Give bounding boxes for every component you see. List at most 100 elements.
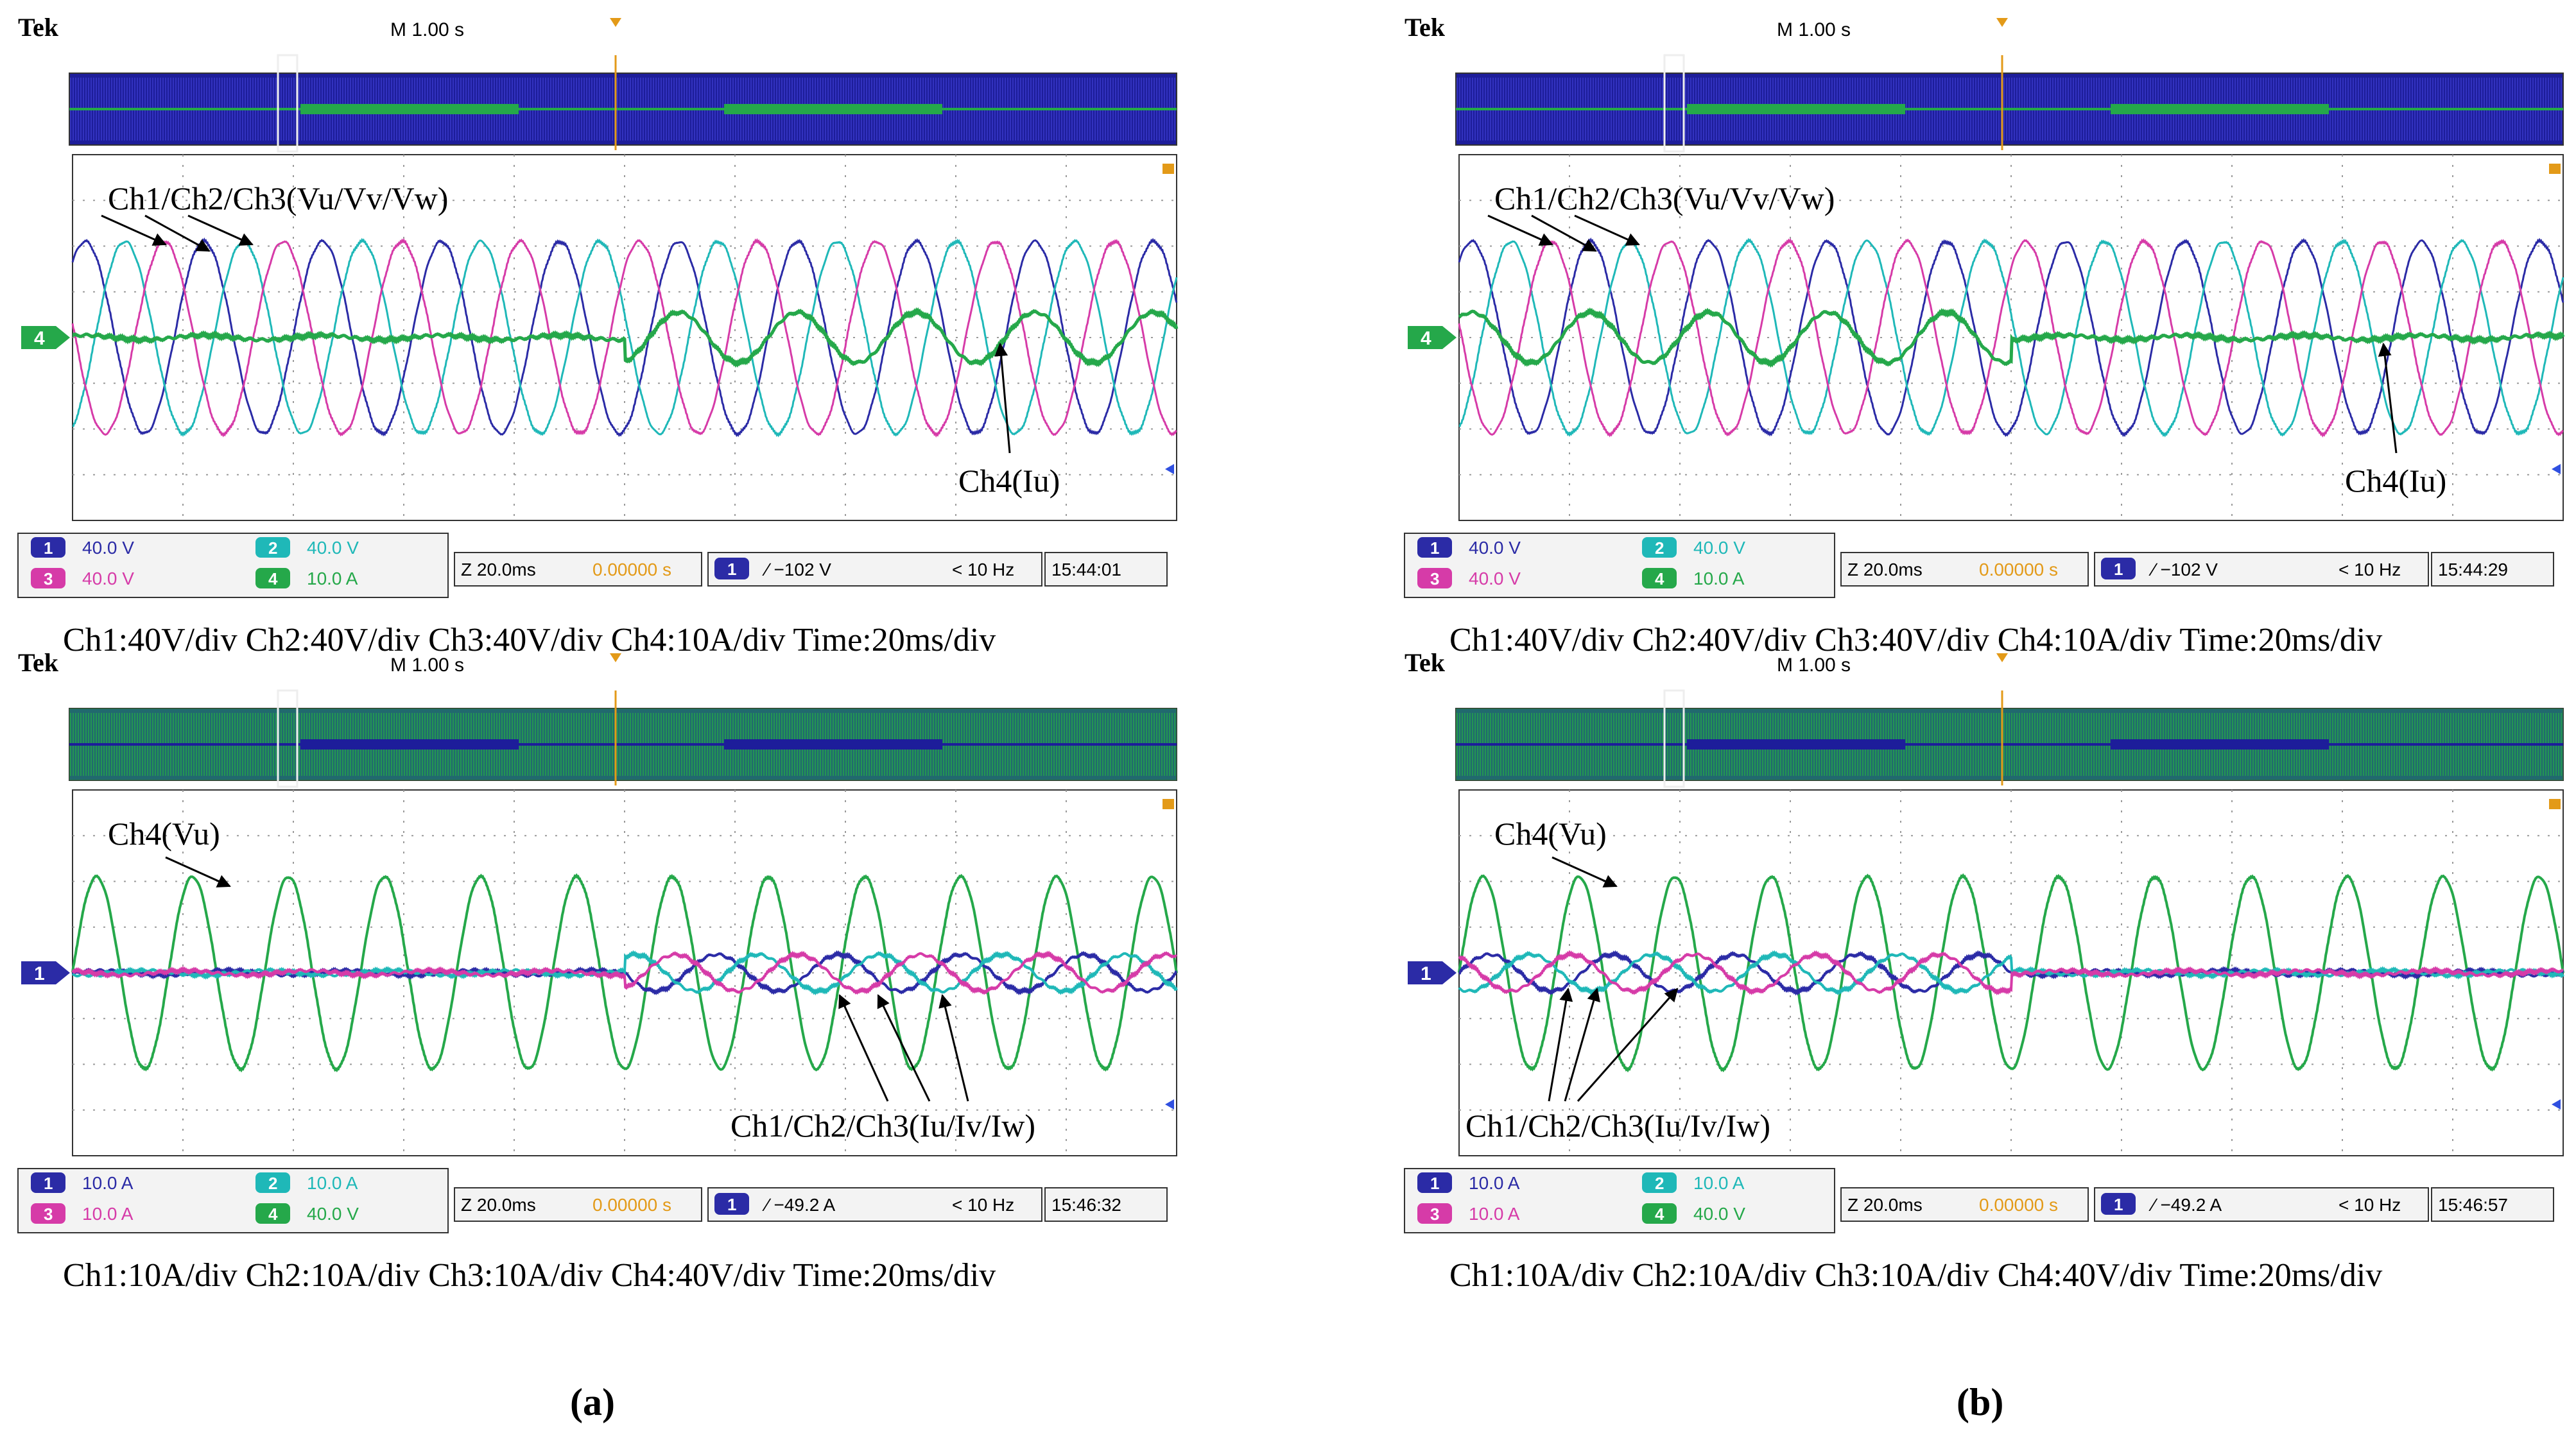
trigger-channel-num: 1 bbox=[727, 1195, 736, 1214]
record-overview bbox=[69, 54, 1177, 153]
zoom-readout: Z 20.0ms bbox=[1847, 1195, 1923, 1215]
trigger-position-icon bbox=[610, 653, 621, 662]
trace-ch4 bbox=[1458, 307, 2565, 368]
overview-zoom-window bbox=[277, 689, 298, 788]
annotation-top-arrow-1 bbox=[1487, 214, 1553, 246]
trace-ch2 bbox=[71, 950, 1178, 996]
annotation-top: Ch1/Ch2/Ch3(Vu/Vv/Vw) bbox=[108, 180, 448, 216]
clock-readout: 15:44:29 bbox=[2438, 560, 2508, 579]
trigger-channel-badge bbox=[2101, 558, 2136, 579]
overview-zoom-window bbox=[1663, 54, 1685, 153]
scope-0-1: Tek M 1.00 s 1 Ch4(Vu) Ch1/Ch2/Ch3(Iu/Iv/Iw)… bbox=[17, 648, 1178, 1294]
channel-badge-3 bbox=[1417, 1203, 1452, 1224]
scope-timebase: M 1.00 s bbox=[1777, 655, 1851, 676]
offset-readout: 0.00000 s bbox=[1979, 1195, 2058, 1215]
ground-marker-label: 1 bbox=[34, 963, 45, 984]
trigger-flag-icon bbox=[1163, 799, 1174, 809]
trigger-level: ∕ −102 V bbox=[2148, 560, 2218, 579]
channel-badge-4 bbox=[255, 1203, 290, 1224]
trigger-position-icon bbox=[1996, 18, 2008, 27]
channel-badge-num-3: 3 bbox=[1430, 1205, 1439, 1224]
trigger-channel-num: 1 bbox=[727, 560, 736, 579]
channel-scale-3: 10.0 A bbox=[1469, 1204, 1520, 1224]
annotation-bottom-arrow-3 bbox=[1577, 988, 1679, 1102]
channel-scale-3: 40.0 V bbox=[82, 569, 134, 588]
record-overview bbox=[1455, 689, 2564, 788]
channel-scale-4: 10.0 A bbox=[1693, 569, 1745, 588]
channel-badge-num-2: 2 bbox=[1655, 538, 1664, 558]
clock-box bbox=[2431, 552, 2554, 587]
ref-arrow-icon bbox=[2552, 464, 2561, 474]
annotation-bottom: Ch1/Ch2/Ch3(Iu/Iv/Iw) bbox=[730, 1108, 1035, 1144]
annotation-top-arrow-2 bbox=[144, 214, 211, 252]
ground-marker-shape bbox=[21, 961, 70, 984]
channel-badge-num-2: 2 bbox=[268, 538, 277, 558]
annotations: Ch1/Ch2/Ch3(Vu/Vv/Vw) Ch4(Iu) bbox=[101, 180, 1060, 499]
channel-scale-3: 10.0 A bbox=[82, 1204, 134, 1224]
readout-bar: 1 40.0 V 2 40.0 V 3 40.0 V 4 10.0 A Z 20.0ms 0.00… bbox=[1404, 533, 2554, 598]
readout-bar: 1 10.0 A 2 10.0 A 3 10.0 A 4 40.0 V Z 20.0ms 0.00… bbox=[1404, 1168, 2554, 1233]
overview-burst-b bbox=[2111, 739, 2329, 750]
overview-burst-b bbox=[2111, 104, 2329, 114]
trace-ch2 bbox=[1458, 950, 2564, 996]
zoom-readout: Z 20.0ms bbox=[461, 560, 536, 579]
panel-label-b: (b) bbox=[1957, 1381, 2003, 1423]
annotation-bottom-arrow bbox=[2378, 342, 2398, 454]
scope-brand: Tek bbox=[18, 648, 59, 677]
annotation-bottom: Ch4(Iu) bbox=[2345, 463, 2446, 499]
ground-marker-shape bbox=[1408, 326, 1457, 349]
channel-badge-num-1: 1 bbox=[1430, 1174, 1439, 1193]
trigger-channel-num: 1 bbox=[2114, 1195, 2123, 1214]
channel-badge-num-1: 1 bbox=[44, 1174, 53, 1193]
zoom-box bbox=[1840, 552, 2089, 587]
channel-scale-box bbox=[1404, 1168, 1835, 1233]
overview-burst-a bbox=[300, 739, 519, 750]
waveforms bbox=[1458, 873, 2564, 1073]
channel-badge-1 bbox=[31, 537, 65, 558]
scope-caption: Ch1:40V/div Ch2:40V/div Ch3:40V/div Ch4:… bbox=[1449, 622, 2382, 658]
annotation-bottom-arrow-2 bbox=[1564, 987, 1600, 1102]
channel-scale-box bbox=[17, 1168, 449, 1233]
trigger-box bbox=[707, 552, 1042, 587]
trigger-frequency: < 10 Hz bbox=[952, 1195, 1014, 1215]
channel-badge-num-2: 2 bbox=[1655, 1174, 1664, 1193]
annotation-top-arrow-1 bbox=[101, 214, 167, 246]
clock-box bbox=[1044, 552, 1168, 587]
trace-ch1 bbox=[1458, 237, 2564, 438]
trace-ch3 bbox=[1458, 237, 2564, 438]
channel-scale-4: 10.0 A bbox=[307, 569, 358, 588]
channel-scale-box bbox=[1404, 533, 1835, 598]
channel-scale-4: 40.0 V bbox=[307, 1204, 359, 1224]
annotation-bottom-arrow-1 bbox=[1548, 987, 1573, 1102]
channel-scale-1: 10.0 A bbox=[82, 1173, 134, 1193]
channel-badge-2 bbox=[255, 1172, 290, 1193]
channel-badge-1 bbox=[31, 1172, 65, 1193]
trigger-box bbox=[2094, 1187, 2429, 1222]
channel-ground-marker: 4 bbox=[1408, 326, 1457, 349]
channel-badge-num-4: 4 bbox=[1655, 569, 1664, 588]
scope-caption: Ch1:10A/div Ch2:10A/div Ch3:10A/div Ch4:… bbox=[63, 1257, 996, 1294]
channel-badge-4 bbox=[255, 568, 290, 588]
channel-scale-1: 40.0 V bbox=[1469, 538, 1521, 558]
channel-badge-num-3: 3 bbox=[1430, 569, 1439, 588]
trace-ch2 bbox=[1458, 237, 2564, 438]
ground-marker-shape bbox=[1408, 961, 1457, 984]
annotation-bottom: Ch1/Ch2/Ch3(Iu/Iv/Iw) bbox=[1465, 1108, 1770, 1144]
channel-badge-num-1: 1 bbox=[44, 538, 53, 558]
overview-zoom-window bbox=[277, 54, 298, 153]
waveforms bbox=[71, 873, 1178, 1073]
scope-caption: Ch1:40V/div Ch2:40V/div Ch3:40V/div Ch4:… bbox=[63, 622, 996, 658]
trigger-level: ∕ −49.2 A bbox=[2148, 1195, 2222, 1215]
channel-badge-3 bbox=[31, 568, 65, 588]
ref-arrow-icon bbox=[1165, 1099, 1174, 1110]
trigger-channel-badge bbox=[2101, 1193, 2136, 1215]
trigger-channel-badge bbox=[714, 558, 749, 579]
trigger-frequency: < 10 Hz bbox=[2338, 1195, 2401, 1215]
waveforms bbox=[1458, 237, 2565, 438]
trigger-position-icon bbox=[1996, 653, 2008, 662]
ground-marker-label: 1 bbox=[1421, 963, 1431, 984]
overview-burst-b bbox=[724, 739, 942, 750]
overview-burst-a bbox=[300, 104, 519, 114]
